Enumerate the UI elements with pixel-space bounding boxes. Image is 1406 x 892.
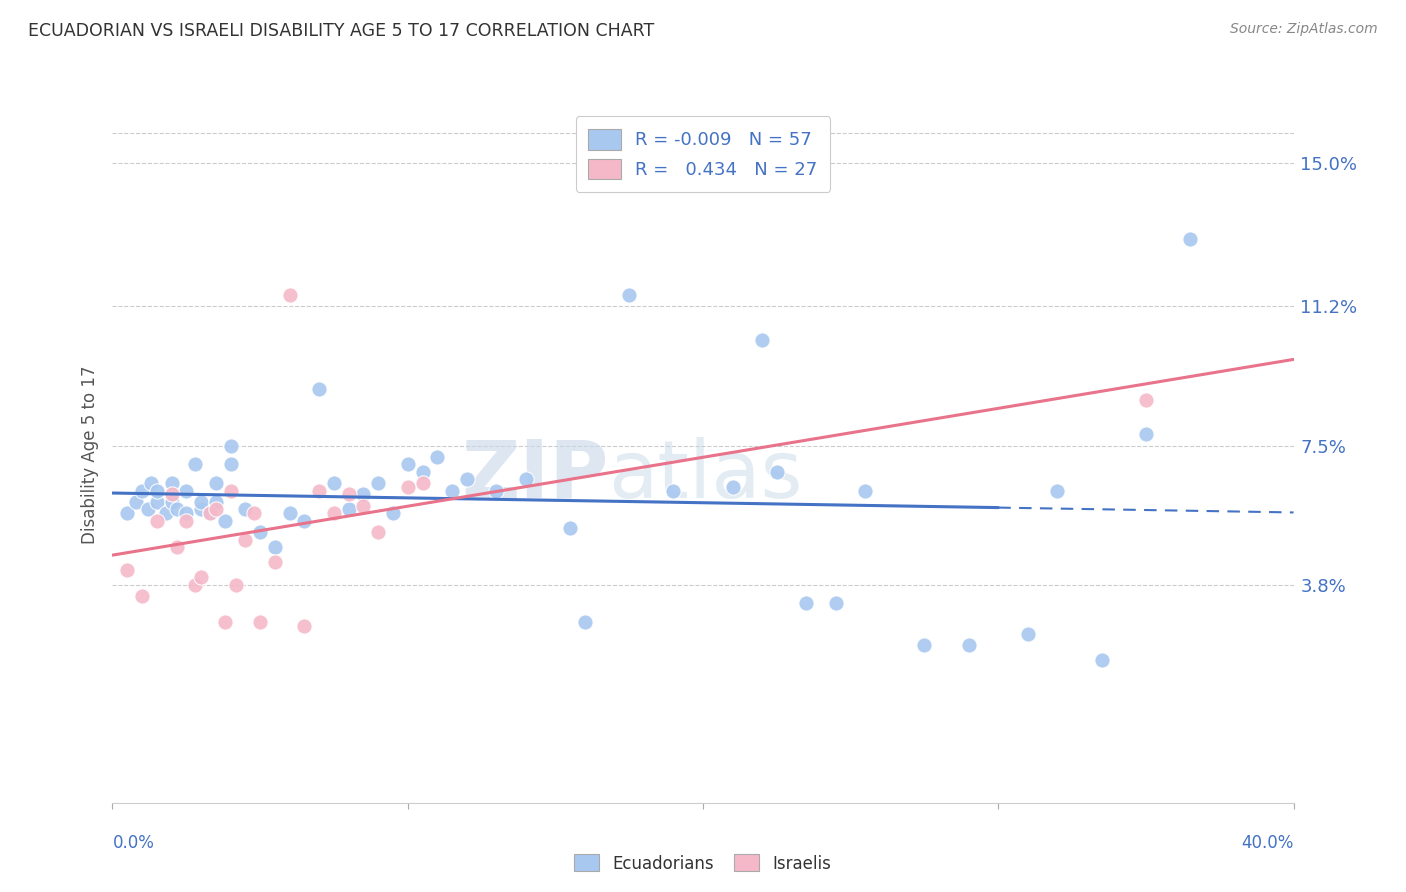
Point: [352, 499, 374, 513]
Point: [1178, 232, 1201, 246]
Point: [515, 472, 537, 486]
Point: [125, 495, 148, 509]
Point: [166, 502, 188, 516]
Point: [367, 524, 389, 539]
Point: [233, 502, 256, 516]
Text: 40.0%: 40.0%: [1241, 834, 1294, 852]
Point: [184, 458, 207, 472]
Point: [264, 555, 287, 569]
Point: [225, 577, 247, 591]
Point: [352, 487, 374, 501]
Point: [160, 495, 183, 509]
Point: [1091, 653, 1114, 667]
Text: Source: ZipAtlas.com: Source: ZipAtlas.com: [1230, 22, 1378, 37]
Point: [166, 540, 188, 554]
Point: [219, 483, 242, 498]
Point: [337, 487, 360, 501]
Point: [146, 514, 169, 528]
Point: [411, 476, 433, 491]
Point: [249, 524, 271, 539]
Point: [243, 506, 266, 520]
Point: [155, 506, 177, 520]
Point: [323, 506, 346, 520]
Point: [721, 480, 744, 494]
Point: [558, 521, 582, 535]
Point: [174, 483, 197, 498]
Point: [190, 502, 212, 516]
Point: [146, 495, 169, 509]
Point: [146, 483, 169, 498]
Point: [139, 476, 162, 491]
Y-axis label: Disability Age 5 to 17: Disability Age 5 to 17: [80, 366, 98, 544]
Point: [160, 476, 183, 491]
Legend: Ecuadorians, Israelis: Ecuadorians, Israelis: [568, 847, 838, 880]
Point: [117, 506, 138, 520]
Point: [1017, 626, 1039, 640]
Point: [214, 615, 236, 630]
Point: [219, 458, 242, 472]
Point: [441, 483, 464, 498]
Point: [957, 638, 980, 652]
Point: [278, 506, 301, 520]
Point: [914, 638, 936, 652]
Point: [824, 597, 846, 611]
Point: [249, 615, 271, 630]
Point: [323, 476, 346, 491]
Point: [205, 495, 228, 509]
Point: [198, 506, 221, 520]
Point: [411, 465, 433, 479]
Point: [136, 502, 159, 516]
Point: [396, 480, 419, 494]
Point: [292, 514, 315, 528]
Point: [426, 450, 449, 464]
Point: [456, 472, 478, 486]
Point: [308, 382, 330, 396]
Point: [574, 615, 596, 630]
Legend: R = -0.009   N = 57, R =   0.434   N = 27: R = -0.009 N = 57, R = 0.434 N = 27: [576, 116, 830, 192]
Point: [619, 288, 641, 302]
Point: [184, 577, 207, 591]
Point: [367, 476, 389, 491]
Point: [662, 483, 685, 498]
Point: [1046, 483, 1069, 498]
Point: [160, 487, 183, 501]
Point: [308, 483, 330, 498]
Point: [766, 465, 789, 479]
Text: 0.0%: 0.0%: [112, 834, 155, 852]
Point: [278, 288, 301, 302]
Point: [337, 502, 360, 516]
Point: [219, 438, 242, 452]
Point: [1135, 393, 1157, 408]
Point: [190, 570, 212, 584]
Point: [205, 476, 228, 491]
Point: [292, 619, 315, 633]
Point: [131, 483, 153, 498]
Point: [485, 483, 508, 498]
Point: [855, 483, 877, 498]
Point: [214, 514, 236, 528]
Point: [233, 533, 256, 547]
Point: [264, 540, 287, 554]
Point: [751, 333, 773, 347]
Text: atlas: atlas: [609, 437, 803, 515]
Point: [190, 495, 212, 509]
Text: ECUADORIAN VS ISRAELI DISABILITY AGE 5 TO 17 CORRELATION CHART: ECUADORIAN VS ISRAELI DISABILITY AGE 5 T…: [28, 22, 654, 40]
Point: [396, 458, 419, 472]
Point: [174, 506, 197, 520]
Point: [205, 502, 228, 516]
Point: [1135, 427, 1157, 442]
Point: [796, 597, 818, 611]
Point: [174, 514, 197, 528]
Point: [117, 563, 138, 577]
Point: [198, 506, 221, 520]
Point: [131, 589, 153, 603]
Text: ZIP: ZIP: [461, 437, 609, 515]
Point: [382, 506, 405, 520]
